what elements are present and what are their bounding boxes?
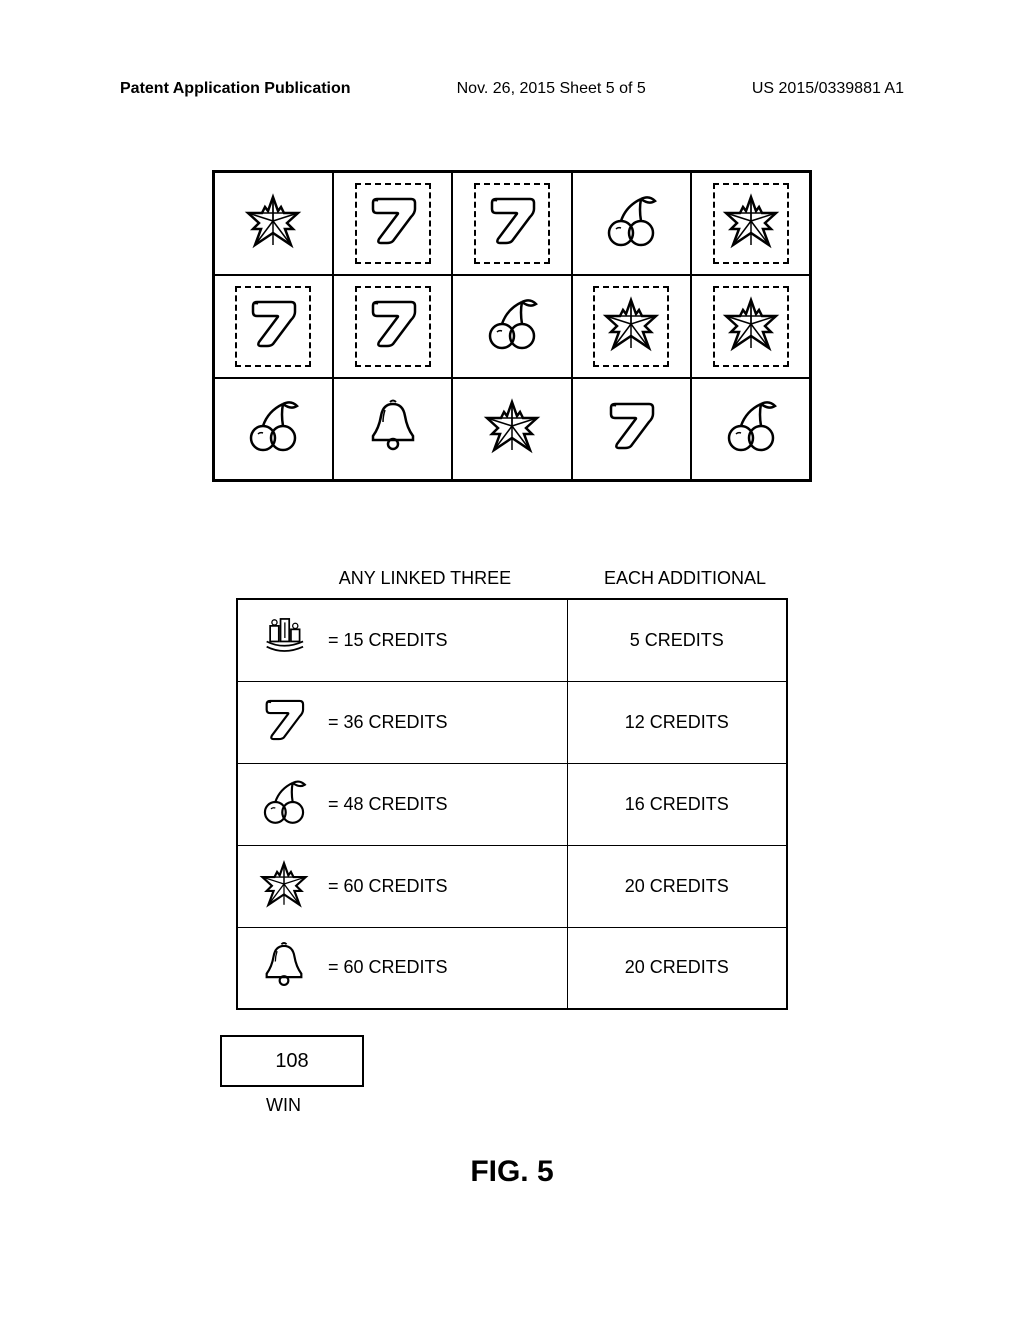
grid-cell-1-4 bbox=[691, 275, 810, 378]
win-box: 108 bbox=[220, 1035, 364, 1087]
paytable-extra-cell: 20 CREDITS bbox=[567, 845, 787, 927]
star-icon bbox=[237, 185, 309, 262]
paytable-header-base: ANY LINKED THREE bbox=[270, 568, 580, 589]
grid-cell-2-1 bbox=[333, 378, 452, 481]
paytable-extra-cell: 5 CREDITS bbox=[567, 599, 787, 681]
paytable-row: = 60 CREDITS 20 CREDITS bbox=[237, 845, 787, 927]
paytable: = 15 CREDITS 5 CREDITS = 36 CREDITS 12 CRED… bbox=[236, 598, 788, 1010]
grid-cell-2-0 bbox=[214, 378, 333, 481]
paytable-row: = 60 CREDITS 20 CREDITS bbox=[237, 927, 787, 1009]
star-icon bbox=[258, 858, 310, 915]
grid-cell-2-2 bbox=[452, 378, 571, 481]
paytable-headers: ANY LINKED THREE EACH ADDITIONAL bbox=[270, 568, 790, 589]
star-icon bbox=[595, 288, 667, 365]
page-header: Patent Application Publication Nov. 26, … bbox=[0, 80, 1024, 98]
game-grid bbox=[212, 170, 812, 482]
win-value: 108 bbox=[275, 1050, 308, 1073]
paytable-base-text: = 36 CREDITS bbox=[328, 712, 448, 733]
grid-cell-2-4 bbox=[691, 378, 810, 481]
cherry-icon bbox=[258, 776, 310, 833]
grid-cell-1-3 bbox=[572, 275, 691, 378]
seven-icon bbox=[237, 288, 309, 365]
grid-cell-1-0 bbox=[214, 275, 333, 378]
paytable-base-cell: = 36 CREDITS bbox=[237, 681, 567, 763]
jackpot-icon bbox=[258, 612, 310, 669]
paytable-base-text: = 15 CREDITS bbox=[328, 630, 448, 651]
cherry-icon bbox=[715, 390, 787, 467]
paytable-row: = 15 CREDITS 5 CREDITS bbox=[237, 599, 787, 681]
paytable-base-cell: = 48 CREDITS bbox=[237, 763, 567, 845]
paytable-base-text: = 60 CREDITS bbox=[328, 957, 448, 978]
figure-label: FIG. 5 bbox=[0, 1155, 1024, 1189]
paytable-base-cell: = 60 CREDITS bbox=[237, 845, 567, 927]
grid-cell-1-2 bbox=[452, 275, 571, 378]
paytable-extra-cell: 20 CREDITS bbox=[567, 927, 787, 1009]
grid-cell-0-1 bbox=[333, 172, 452, 275]
bell-icon bbox=[357, 390, 429, 467]
paytable-header-extra: EACH ADDITIONAL bbox=[580, 568, 790, 589]
star-icon bbox=[715, 288, 787, 365]
paytable-base-cell: = 60 CREDITS bbox=[237, 927, 567, 1009]
seven-icon bbox=[476, 185, 548, 262]
win-label: WIN bbox=[266, 1095, 301, 1116]
paytable-base-text: = 60 CREDITS bbox=[328, 876, 448, 897]
cherry-icon bbox=[595, 185, 667, 262]
bell-icon bbox=[258, 939, 310, 996]
grid-cell-0-4 bbox=[691, 172, 810, 275]
paytable-row: = 48 CREDITS 16 CREDITS bbox=[237, 763, 787, 845]
grid-cell-0-3 bbox=[572, 172, 691, 275]
grid-cell-2-3 bbox=[572, 378, 691, 481]
header-left: Patent Application Publication bbox=[120, 80, 351, 98]
header-center: Nov. 26, 2015 Sheet 5 of 5 bbox=[457, 80, 646, 98]
paytable-extra-cell: 16 CREDITS bbox=[567, 763, 787, 845]
seven-icon bbox=[357, 185, 429, 262]
seven-icon bbox=[258, 694, 310, 751]
grid-cell-0-2 bbox=[452, 172, 571, 275]
seven-icon bbox=[595, 390, 667, 467]
paytable-row: = 36 CREDITS 12 CREDITS bbox=[237, 681, 787, 763]
star-icon bbox=[476, 390, 548, 467]
grid-cell-0-0 bbox=[214, 172, 333, 275]
star-icon bbox=[715, 185, 787, 262]
header-right: US 2015/0339881 A1 bbox=[752, 80, 904, 98]
grid-cell-1-1 bbox=[333, 275, 452, 378]
paytable-base-text: = 48 CREDITS bbox=[328, 794, 448, 815]
cherry-icon bbox=[476, 288, 548, 365]
cherry-icon bbox=[237, 390, 309, 467]
paytable-extra-cell: 12 CREDITS bbox=[567, 681, 787, 763]
seven-icon bbox=[357, 288, 429, 365]
paytable-base-cell: = 15 CREDITS bbox=[237, 599, 567, 681]
